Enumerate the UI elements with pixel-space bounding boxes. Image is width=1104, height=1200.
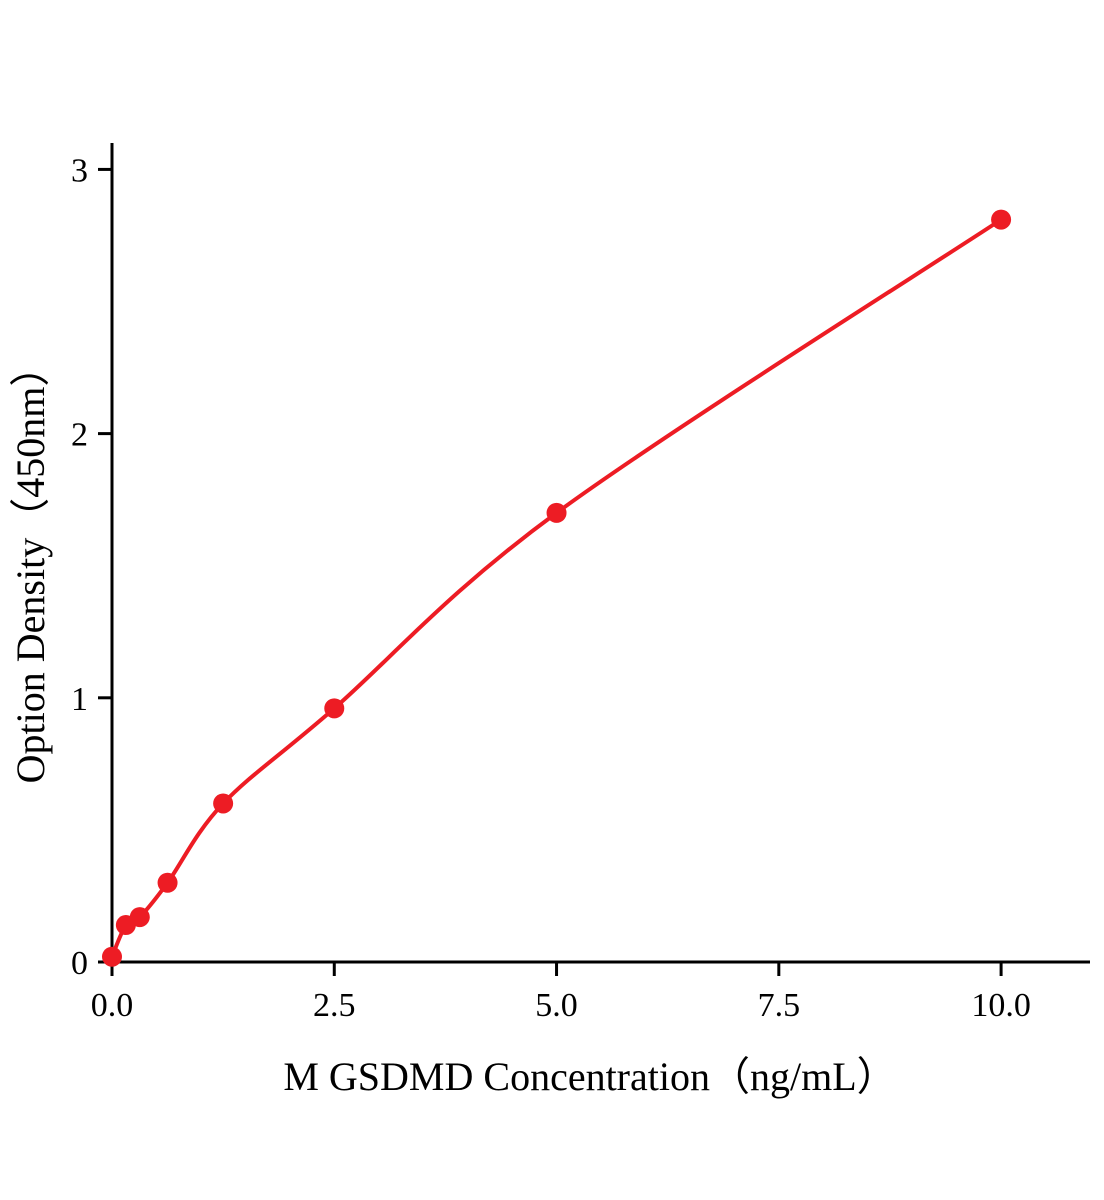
x-axis-label: M GSDMD Concentration（ng/mL） — [283, 1054, 896, 1099]
x-tick-label: 5.0 — [535, 987, 578, 1024]
data-point — [213, 793, 234, 814]
y-tick-label: 0 — [71, 945, 88, 982]
data-point — [546, 502, 567, 523]
data-point — [129, 907, 150, 928]
data-point — [991, 209, 1012, 230]
y-tick-label: 3 — [71, 152, 88, 189]
y-tick-label: 1 — [71, 681, 88, 718]
y-tick-label: 2 — [71, 417, 88, 454]
data-point — [324, 698, 345, 719]
axes-layer: 0.0 2.5 5.0 7.5 10.0 0 1 2 3 — [71, 143, 1090, 1024]
x-tick-label: 2.5 — [313, 987, 356, 1024]
x-tick-label: 10.0 — [971, 987, 1031, 1024]
y-axis-label: Option Density（450nm） — [8, 347, 53, 784]
data-series-layer — [102, 209, 1012, 967]
data-point — [157, 872, 178, 893]
x-tick-label: 7.5 — [758, 987, 801, 1024]
fit-curve — [110, 217, 1004, 959]
data-point — [102, 946, 122, 967]
x-tick-label: 0.0 — [91, 987, 134, 1024]
